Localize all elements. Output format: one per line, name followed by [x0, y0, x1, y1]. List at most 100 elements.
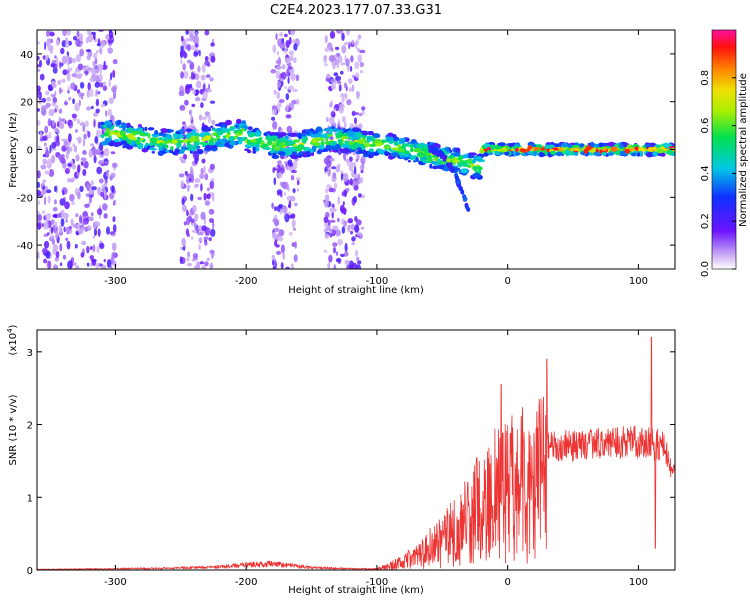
noise-speck — [100, 39, 106, 48]
noise-speck — [295, 177, 301, 181]
spectral-band-cell — [176, 142, 182, 148]
noise-speck — [86, 106, 92, 111]
spectral-band-cell — [598, 142, 604, 148]
noise-speck — [67, 177, 70, 183]
noise-speck — [85, 49, 92, 53]
noise-speck — [56, 57, 59, 65]
snr-xlabel: Height of straight line (km) — [288, 585, 424, 596]
spectral-band-cell — [467, 155, 475, 159]
branch-cell — [450, 166, 455, 172]
spectral-band-cell — [172, 151, 177, 156]
noise-speck — [45, 54, 49, 59]
noise-speck — [37, 214, 43, 221]
noise-speck — [201, 225, 207, 232]
y-tick-label: 2 — [27, 421, 33, 432]
noise-speck — [290, 263, 294, 269]
noise-speck — [285, 57, 290, 64]
spectral-band-cell — [255, 131, 262, 136]
spectral-band-cell — [139, 132, 148, 137]
spectral-band-cell — [119, 138, 124, 142]
noise-speck — [188, 178, 192, 182]
noise-speck — [42, 210, 45, 215]
noise-speck — [189, 32, 194, 42]
noise-speck — [279, 181, 283, 187]
noise-speck — [345, 158, 349, 163]
noise-speck — [324, 35, 328, 44]
noise-speck — [185, 30, 188, 33]
noise-speck — [92, 235, 96, 239]
noise-speck — [55, 39, 60, 46]
noise-speck — [346, 30, 350, 36]
noise-speck — [324, 166, 328, 172]
spectral-band-cell — [139, 128, 143, 134]
noise-speck — [204, 56, 209, 62]
spectral-band-cell — [548, 144, 555, 149]
noise-speck — [186, 176, 190, 185]
noise-speck — [96, 245, 100, 254]
noise-speck — [102, 85, 108, 91]
noise-speck — [67, 69, 70, 74]
noise-speck — [203, 236, 209, 241]
noise-speck — [45, 90, 50, 96]
spectral-band-cell — [215, 133, 219, 138]
noise-speck — [204, 60, 211, 66]
noise-speck — [333, 182, 338, 190]
y-tick-label: 1 — [27, 493, 33, 504]
spectral-band-cell — [152, 143, 159, 146]
noise-speck — [82, 150, 87, 155]
noise-speck — [346, 99, 352, 106]
noise-speck — [288, 162, 294, 167]
noise-speck — [190, 218, 195, 224]
spectral-band-cell — [210, 125, 213, 128]
spectral-band-cell — [652, 146, 657, 151]
noise-speck — [327, 163, 331, 167]
spectral-band-cell — [205, 145, 212, 151]
spectral-band-cell — [407, 160, 411, 163]
noise-speck — [191, 103, 196, 108]
spectral-band-cell — [470, 163, 475, 168]
noise-speck — [91, 212, 94, 217]
noise-speck — [100, 103, 106, 108]
noise-speck — [342, 172, 349, 182]
spectral-band-cell — [561, 142, 569, 148]
noise-speck — [88, 88, 94, 98]
spectral-band-cell — [359, 130, 368, 133]
noise-speck — [201, 158, 206, 164]
noise-speck — [274, 240, 278, 247]
noise-speck — [207, 114, 212, 124]
spectral-band-cell — [426, 155, 431, 158]
noise-speck — [87, 69, 94, 73]
noise-speck — [359, 164, 363, 171]
noise-speck — [281, 205, 288, 214]
noise-speck — [78, 91, 82, 98]
spectral-band-cell — [479, 150, 485, 154]
spectral-band-cell — [247, 142, 256, 146]
noise-speck — [101, 184, 106, 189]
noise-speck — [90, 105, 94, 110]
noise-speck — [347, 224, 351, 233]
spectral-band-cell — [364, 142, 370, 148]
spectral-band-cell — [311, 138, 317, 143]
spectral-band-cell — [285, 152, 291, 156]
noise-speck — [271, 116, 276, 121]
noise-speck — [75, 213, 79, 217]
spectral-band-cell — [192, 129, 197, 135]
noise-speck — [323, 157, 329, 165]
snr-series-line — [37, 336, 675, 570]
noise-speck — [286, 68, 290, 77]
noise-speck — [202, 83, 206, 93]
noise-speck — [195, 261, 201, 269]
noise-speck — [37, 119, 41, 126]
noise-speck — [74, 243, 78, 249]
noise-speck — [50, 38, 54, 44]
colorbar-ticks: 0.0 0.2 0.4 0.6 0.8 — [700, 29, 737, 277]
noise-speck — [189, 61, 195, 70]
noise-speck — [186, 256, 190, 262]
noise-speck — [272, 121, 278, 130]
noise-speck — [276, 50, 279, 56]
spectral-band-cell — [410, 147, 414, 153]
noise-speck — [100, 191, 105, 197]
noise-speck — [75, 154, 80, 162]
x-tick-label: -300 — [104, 276, 127, 287]
noise-speck — [65, 218, 68, 223]
